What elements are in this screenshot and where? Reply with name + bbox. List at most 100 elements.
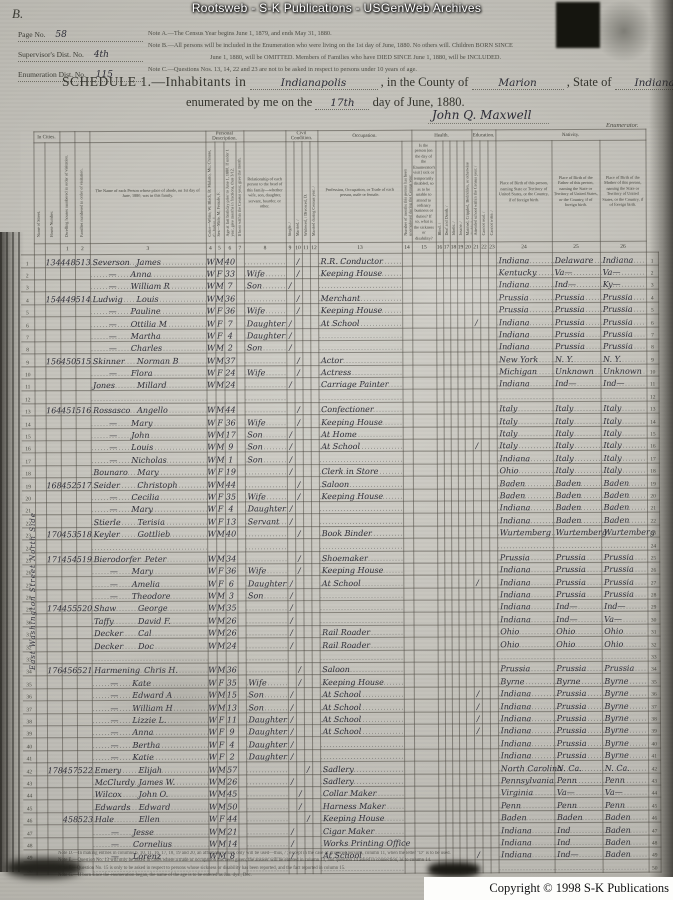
cell-cl: W [206,316,216,329]
cell-sc [473,674,482,687]
archive-banner: Rootsweb - S-K Publications - USGenWeb A… [191,1,482,15]
cell-cr [480,451,489,464]
cell-pm: Italy [600,462,648,476]
cell-dw [61,725,78,739]
cell-sx: M [215,440,225,453]
cell-pf: Prussia [553,661,602,675]
cell-mm [465,513,474,526]
cell-st [35,614,47,627]
cell-in [458,575,466,588]
cell-dw: 452 [60,477,77,491]
cell-sk [412,352,437,365]
cell-hn [47,837,63,850]
cell-mo [238,811,247,825]
cell-cm: / [296,786,305,800]
cell-bl [436,463,444,477]
cell-sk [413,649,438,663]
cell-ag: 21 [226,824,239,837]
cell-cwr [489,699,499,712]
cell-ag: 40 [223,254,236,267]
cell-sk [413,612,438,626]
cell-cm [295,600,304,614]
cell-pb: Indiana [496,376,553,390]
cell-pb: Indiana [497,686,554,700]
cell-oc: At School [318,439,403,453]
cell-cr [480,463,489,477]
cell-id [451,662,459,675]
given-name: William R [130,282,170,292]
cell-sc [474,761,483,774]
cell-cr [482,785,491,799]
cell-sc [472,376,481,390]
cell-sc: / [473,686,482,700]
cell-cwr [488,476,498,489]
cell-un [403,575,414,588]
cell-pm: Prussia [600,339,647,352]
cell-sc [473,562,482,576]
cell-rl: Wife [244,266,287,279]
given-name: James [136,257,161,267]
cell-my [310,489,320,502]
cell-pm: Italy [600,425,647,439]
column-number: 25 [551,241,601,253]
cell-cwr [488,451,497,464]
cell-ag: 7 [224,316,237,329]
cell-hn [46,626,62,640]
cell-cw [302,414,311,428]
cell-pf: Va— [552,264,601,278]
cell-st [35,589,47,602]
cell-my [312,774,321,787]
cell-sc [473,624,482,638]
cell-st [34,329,46,342]
cell-cw [304,749,313,762]
cell-hn [45,316,61,330]
cell-cw [302,303,311,316]
cell-sx: F [215,365,225,379]
cell-cr [482,798,491,811]
cell-id [450,389,458,402]
cell-pm: Penn [602,772,649,786]
cell-cl: W [207,514,217,527]
cell-id [451,674,459,687]
cell-df [444,600,452,613]
cell-df [443,426,451,440]
cell-cw [303,613,312,626]
cell-cwr [489,624,498,638]
cell-cl: W [208,824,218,837]
cell-cm [295,514,304,527]
enumerated-label: enumerated by me on the [186,95,313,109]
cell-cm [294,328,303,341]
column-group-header [59,131,75,143]
cell-sc [472,414,481,427]
cell-bl [437,699,445,712]
cell-rl [245,526,288,540]
cell-sk [412,463,437,477]
cell-hn [45,304,61,317]
cell-dw: 451 [60,403,76,416]
cell-cl: W [206,340,216,354]
cell-dw: 456 [61,663,78,677]
cell-sx: F [214,266,225,279]
cell-cl: W [206,415,216,428]
cell-un [404,724,415,737]
cell-id [450,414,458,427]
cell-df [444,686,452,700]
cell-fm [75,304,91,317]
cell-pm: Byrne [602,723,649,736]
cell-nm: Skinner Norman B [90,353,207,367]
cell-sc [472,339,481,353]
surname: — [108,269,117,279]
cell-cm [294,464,303,477]
cell-cl: W [206,489,216,503]
cell-dw: 458 [62,812,78,825]
cell-my [310,290,319,304]
cell-cw [302,315,311,329]
census-notes: Note A.—The Census Year begins June 1, 1… [148,28,660,76]
cell-ln: 37 [22,701,36,714]
cell-cm: / [294,303,303,316]
cell-cm [294,452,303,465]
cell-fm: 517 [75,477,92,491]
cell-cwr [488,401,497,415]
given-name: Mary [131,418,153,428]
cell-sc: / [474,711,483,724]
